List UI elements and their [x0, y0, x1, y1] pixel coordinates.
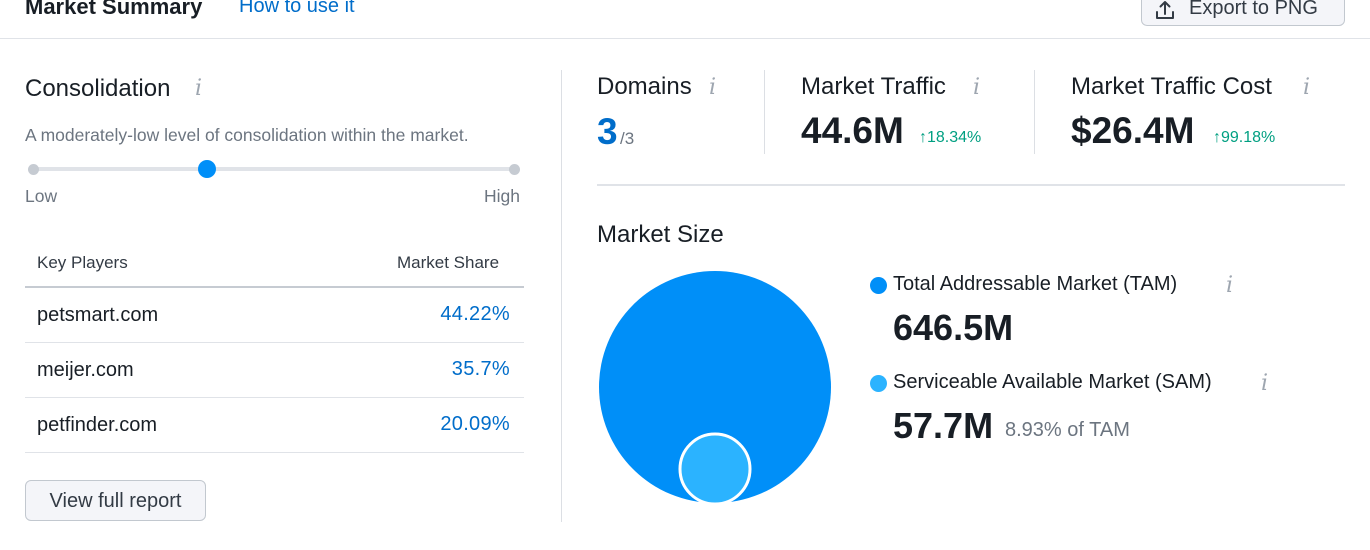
- how-to-use-link[interactable]: How to use it: [239, 0, 355, 17]
- market-traffic-title: Market Traffic: [801, 73, 946, 100]
- table-row: meijer.com 35.7%: [25, 343, 524, 398]
- export-button-label: Export to PNG: [1189, 0, 1318, 19]
- tam-value: 646.5M: [893, 307, 1014, 348]
- key-players-header: Key Players: [37, 253, 128, 272]
- slider-high-label: High: [484, 186, 520, 206]
- tam-legend-dot: [870, 277, 887, 294]
- market-traffic-growth: ↑18.34%: [919, 129, 982, 146]
- domains-total: /3: [620, 129, 635, 148]
- metrics-divider: [597, 184, 1345, 186]
- metric-separator: [764, 70, 765, 154]
- domains-count[interactable]: 3: [597, 111, 618, 152]
- table-row: petfinder.com 20.09%: [25, 398, 524, 453]
- player-domain: petfinder.com: [37, 414, 158, 436]
- market-traffic-cost-value: $26.4M: [1071, 110, 1195, 151]
- market-share-header: Market Share: [397, 253, 500, 272]
- market-size-circles: [599, 271, 831, 503]
- info-icon[interactable]: i: [1226, 273, 1234, 298]
- player-domain: petsmart.com: [37, 304, 159, 326]
- upload-icon: [1156, 1, 1174, 19]
- sam-value: 57.7M: [893, 405, 994, 446]
- table-header-divider: [25, 286, 524, 288]
- sam-legend-dot: [870, 375, 887, 392]
- metric-separator: [1034, 70, 1035, 154]
- table-row: petsmart.com 44.22%: [25, 288, 524, 343]
- player-domain: meijer.com: [37, 359, 134, 381]
- info-icon[interactable]: i: [709, 75, 717, 100]
- consolidation-slider-track: [34, 167, 515, 171]
- tam-label: Total Addressable Market (TAM): [893, 273, 1178, 295]
- slider-low-end: [28, 164, 39, 175]
- player-market-share[interactable]: 35.7%: [451, 358, 510, 380]
- market-size-title: Market Size: [597, 221, 724, 248]
- player-market-share[interactable]: 44.22%: [440, 303, 510, 325]
- view-full-report-button[interactable]: View full report: [25, 480, 206, 521]
- info-icon[interactable]: i: [973, 75, 981, 100]
- view-full-report-label: View full report: [49, 490, 182, 512]
- market-traffic-cost-growth: ↑99.18%: [1213, 129, 1276, 146]
- market-traffic-cost-title: Market Traffic Cost: [1071, 73, 1272, 100]
- header-divider: [0, 38, 1370, 39]
- info-icon[interactable]: i: [1303, 75, 1311, 100]
- sam-percent-of-tam: 8.93% of TAM: [1005, 419, 1130, 441]
- info-icon[interactable]: i: [1261, 371, 1269, 396]
- player-market-share[interactable]: 20.09%: [440, 413, 510, 435]
- panel-divider: [561, 70, 562, 522]
- page-title: Market Summary: [25, 0, 203, 19]
- export-png-button[interactable]: Export to PNG: [1141, 0, 1345, 26]
- consolidation-description: A moderately-low level of consolidation …: [25, 125, 469, 145]
- sam-label: Serviceable Available Market (SAM): [893, 371, 1212, 393]
- slider-high-end: [509, 164, 520, 175]
- slider-low-label: Low: [25, 186, 58, 206]
- sam-circle: [678, 432, 752, 503]
- info-icon[interactable]: i: [195, 76, 203, 101]
- market-traffic-value: 44.6M: [801, 110, 904, 151]
- tam-circle: [599, 271, 831, 503]
- domains-title: Domains: [597, 73, 692, 100]
- consolidation-level-knob[interactable]: [198, 160, 217, 178]
- consolidation-title: Consolidation: [25, 75, 171, 102]
